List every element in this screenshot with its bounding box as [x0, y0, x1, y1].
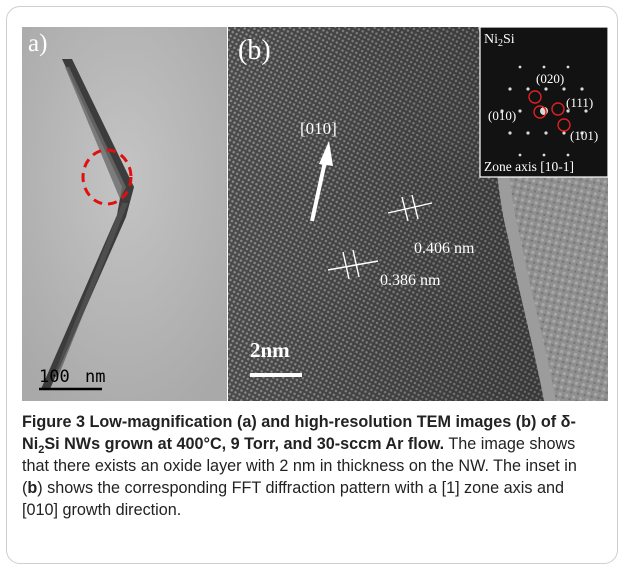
caption-head-sub: 2: [38, 444, 45, 457]
caption-body-2: ) shows the corresponding FFT diffractio…: [22, 479, 564, 519]
spacing-label-1: 0.406 nm: [414, 240, 475, 257]
fft-spot-010-label: (010): [488, 108, 516, 123]
scale-bar-value-a: 100: [39, 367, 70, 387]
fft-zone-axis: Zone axis [10-1]: [484, 159, 574, 174]
fft-spot-111-ring: [551, 102, 565, 116]
fft-spot-020-label: (020): [536, 71, 564, 86]
scale-bar-text-a: 100 nm: [39, 367, 105, 387]
fft-title-si: Si: [503, 32, 515, 47]
spacing-label-2: 0.386 nm: [380, 272, 441, 289]
fft-spot-010-ring: [533, 105, 547, 119]
fft-spot-020-ring: [528, 90, 542, 104]
fft-spot-101-ring: [557, 118, 571, 132]
highlight-circle: [81, 148, 133, 206]
fft-phase-title: Ni2Si: [484, 32, 515, 49]
scale-bar-text-b: 2nm: [250, 338, 290, 362]
figure-3: a) 100 nm: [22, 27, 608, 401]
panel-a-label: a): [28, 30, 47, 57]
caption-body-1: The image shows that there exists an oxi…: [22, 435, 577, 497]
caption-body-b: b: [27, 479, 38, 497]
growth-direction-arrowhead: [319, 141, 333, 166]
fft-title-sub: 2: [498, 38, 503, 49]
scale-bar-unit-a: nm: [85, 367, 105, 387]
panel-a-tem-image: a) 100 nm: [22, 27, 227, 401]
fft-title-ni: Ni: [484, 32, 498, 47]
spacing-marker-1: [387, 194, 433, 222]
growth-direction-label: [010]: [300, 119, 337, 138]
figure-caption: Figure 3 Low-magnification (a) and high-…: [22, 411, 602, 521]
fft-inset: Ni2Si (020) (010) (111) (101) Zone axis …: [479, 27, 608, 178]
panel-b-hrtem-image: (b) [010] 0.406 nm 0.386 nm 2nm: [228, 27, 608, 401]
fft-spot-101-label: (101): [570, 128, 598, 143]
caption-head-1: Figure 3 Low-magnification (a) and high-…: [22, 413, 576, 453]
caption-heading: Figure 3 Low-magnification (a) and high-…: [22, 413, 576, 457]
growth-direction-arrow: [310, 156, 328, 222]
spacing-marker-2: [327, 249, 379, 280]
fft-spot-111-label: (111): [566, 95, 593, 110]
caption-head-2: Si NWs grown at 400°C, 9 Torr, and 30-sc…: [44, 435, 445, 453]
panel-b-label: (b): [238, 35, 271, 66]
